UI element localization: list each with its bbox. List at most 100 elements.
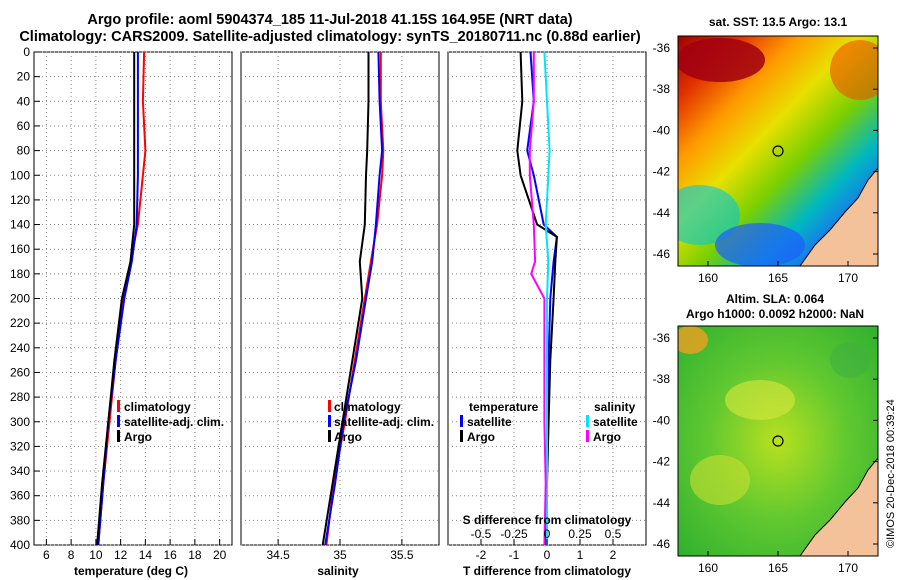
sla-map-title-line1: Altim. SLA: 0.064 bbox=[726, 292, 824, 306]
y-tick-label: 400 bbox=[10, 538, 30, 552]
map-x-tick-label: 165 bbox=[768, 271, 788, 285]
legend-swatch-t-argo bbox=[460, 430, 463, 442]
x-tick-label: 10 bbox=[89, 548, 103, 562]
x-tick-label: 14 bbox=[139, 548, 153, 562]
y-tick-label: 240 bbox=[10, 341, 30, 355]
legend-label-climatology: climatology bbox=[124, 400, 191, 414]
legend-label-s-satellite: satellite bbox=[593, 415, 638, 429]
legend-label-t-satellite: satellite bbox=[467, 415, 512, 429]
map-y-tick-label: -40 bbox=[653, 123, 671, 137]
sla-map-title-line2: Argo h1000: 0.0092 h2000: NaN bbox=[686, 307, 864, 321]
x-tick-label: 6 bbox=[43, 548, 50, 562]
ticks: 0204060801001201401601802002202402602803… bbox=[10, 45, 622, 562]
legend-label-s-argo: Argo bbox=[593, 430, 621, 444]
y-tick-label: 60 bbox=[17, 119, 31, 133]
y-tick-label: 360 bbox=[10, 489, 30, 503]
legend-swatch-satellite bbox=[328, 415, 331, 427]
difference-x-axis-label: T difference from climatology bbox=[463, 564, 631, 578]
series-line-s-satellite bbox=[543, 51, 551, 545]
x-tick-label: 18 bbox=[188, 548, 202, 562]
map-y-tick-label: -36 bbox=[653, 41, 671, 55]
series-line-argo bbox=[96, 52, 136, 546]
y-tick-label: 260 bbox=[10, 365, 30, 379]
map-x-tick-label: 170 bbox=[838, 561, 858, 575]
map-y-tick-label: -38 bbox=[653, 82, 671, 96]
map-y-tick-label: -44 bbox=[653, 496, 671, 510]
chart-title-line2: Climatology: CARS2009. Satellite-adjuste… bbox=[19, 29, 641, 45]
legend-swatch-satellite bbox=[117, 415, 120, 427]
legend-heading-salinity: salinity bbox=[594, 400, 636, 414]
map-y-tick-label: -42 bbox=[653, 455, 671, 469]
y-tick-label: 160 bbox=[10, 242, 30, 256]
legend-label-argo: Argo bbox=[334, 430, 362, 444]
y-tick-label: 20 bbox=[17, 70, 31, 84]
map-y-tick-label: -42 bbox=[653, 165, 671, 179]
land-new-zealand bbox=[799, 167, 878, 266]
chart-title-line1: Argo profile: aoml 5904374_185 11-Jul-20… bbox=[87, 12, 573, 28]
y-tick-label: 120 bbox=[10, 193, 30, 207]
temperature-legend: climatology satellite-adj. clim. Argo bbox=[117, 400, 224, 444]
map-y-tick-label: -46 bbox=[653, 537, 671, 551]
map-y-tick-label: -36 bbox=[653, 331, 671, 345]
legend-label-t-argo: Argo bbox=[467, 430, 495, 444]
x-tick-label: 35 bbox=[333, 548, 347, 562]
map-y-tick-label: -38 bbox=[653, 372, 671, 386]
sla-map: Altim. SLA: 0.064 Argo h1000: 0.0092 h20… bbox=[653, 292, 879, 575]
x-tick-label: 1 bbox=[577, 548, 584, 562]
gridlines bbox=[34, 51, 646, 546]
y-tick-label: 280 bbox=[10, 390, 30, 404]
map-x-tick-label: 165 bbox=[768, 561, 788, 575]
sst-cool-patch bbox=[678, 185, 740, 245]
salinity-legend: climatology satellite-adj. clim. Argo bbox=[328, 400, 434, 444]
map-y-tick-label: -46 bbox=[653, 247, 671, 261]
legend-swatch-climatology bbox=[328, 400, 331, 412]
sst-map-title: sat. SST: 13.5 Argo: 13.1 bbox=[709, 15, 848, 29]
difference-top-axis-label: S difference from climatology bbox=[463, 513, 632, 527]
y-tick-label: 140 bbox=[10, 218, 30, 232]
y-tick-label: 80 bbox=[17, 144, 31, 158]
x-tick-label: 0 bbox=[544, 548, 551, 562]
x-tick-label: 16 bbox=[163, 548, 177, 562]
y-tick-label: 200 bbox=[10, 292, 30, 306]
legend-heading-temperature: temperature bbox=[469, 400, 539, 414]
x-tick-label: 35.5 bbox=[390, 548, 414, 562]
series-line-t-argo bbox=[516, 51, 558, 546]
map-y-tick-label: -44 bbox=[653, 206, 671, 220]
argo-position-marker bbox=[772, 435, 784, 447]
legend-swatch-argo bbox=[117, 430, 120, 442]
series-layer bbox=[96, 51, 558, 546]
sla-map-ticks: -36 -38 -40 -42 -44 -46 160 165 170 bbox=[653, 331, 878, 575]
x-tick-label: 8 bbox=[68, 548, 75, 562]
x-tick-label: -2 bbox=[476, 548, 487, 562]
legend-swatch-s-satellite bbox=[586, 415, 589, 427]
x-tick-label: -1 bbox=[509, 548, 520, 562]
legend-swatch-climatology bbox=[117, 400, 120, 412]
sla-high-patch bbox=[690, 455, 750, 505]
top-x-tick-label: -0.25 bbox=[500, 527, 528, 541]
legend-label-argo: Argo bbox=[124, 430, 152, 444]
map-x-tick-label: 160 bbox=[698, 271, 718, 285]
temperature-x-axis-label: temperature (deg C) bbox=[74, 564, 188, 578]
series-line-satellite-adj-clim- bbox=[324, 51, 384, 546]
top-x-tick-label: 0 bbox=[544, 527, 551, 541]
sla-low-patch bbox=[830, 342, 870, 378]
y-tick-label: 340 bbox=[10, 464, 30, 478]
sst-warm-patch bbox=[678, 38, 765, 82]
y-tick-label: 300 bbox=[10, 415, 30, 429]
land-new-zealand bbox=[799, 457, 878, 556]
top-x-tick-label: 0.5 bbox=[605, 527, 622, 541]
x-tick-label: 2 bbox=[610, 548, 617, 562]
argo-position-marker bbox=[772, 145, 784, 157]
copyright-footer: ©IMOS 20-Dec-2018 00:39:24 bbox=[885, 399, 897, 548]
legend-label-climatology: climatology bbox=[334, 400, 401, 414]
legend-label-satellite: satellite-adj. clim. bbox=[124, 415, 224, 429]
sla-high-patch bbox=[678, 326, 708, 354]
top-x-tick-label: 0.25 bbox=[568, 527, 592, 541]
y-tick-label: 320 bbox=[10, 439, 30, 453]
series-line-argo bbox=[321, 52, 370, 546]
legend-swatch-t-satellite bbox=[460, 415, 463, 427]
x-tick-label: 20 bbox=[213, 548, 227, 562]
map-y-tick-label: -40 bbox=[653, 413, 671, 427]
top-x-tick-label: -0.5 bbox=[471, 527, 492, 541]
legend-label-satellite: satellite-adj. clim. bbox=[334, 415, 434, 429]
